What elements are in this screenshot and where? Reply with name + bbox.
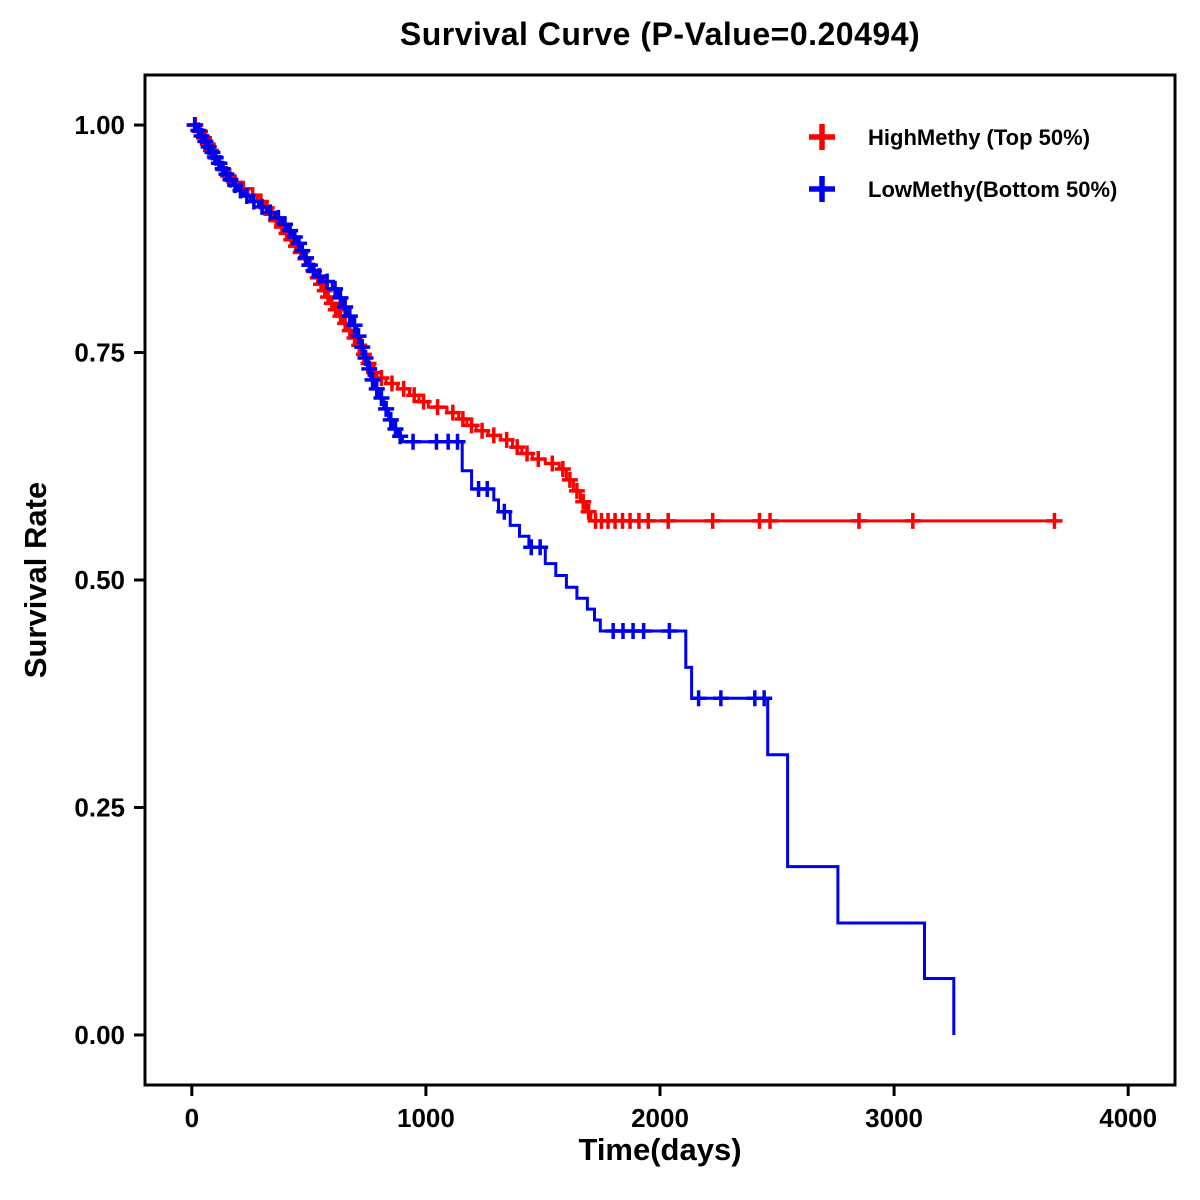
censor-mark-high-methy: [519, 445, 536, 462]
censor-mark-high-methy: [463, 417, 480, 434]
plot-border: [143, 73, 1177, 1087]
censor-mark-high-methy: [373, 370, 390, 386]
censor-mark-high-methy: [444, 404, 461, 421]
legend-label-low-methy: LowMethy(Bottom 50%): [868, 177, 1117, 202]
censor-mark-low-methy: [245, 193, 262, 210]
censor-mark-high-methy: [474, 422, 491, 439]
censor-mark-high-methy: [429, 399, 446, 416]
censor-mark-low-methy: [373, 390, 390, 407]
censor-mark-low-methy: [361, 360, 378, 377]
legend-symbol-low-methy: [809, 176, 835, 202]
censor-mark-low-methy: [291, 235, 308, 252]
censor-mark-high-methy: [509, 439, 526, 456]
censor-mark-high-methy: [454, 410, 471, 427]
censor-mark-high-methy: [415, 393, 432, 410]
censor-mark-low-methy: [327, 280, 344, 297]
chart-title: Survival Curve (P-Value=0.20494): [399, 16, 921, 52]
censor-mark-low-methy: [382, 411, 399, 428]
censor-mark-low-methy: [449, 433, 466, 450]
x-tick-label: 2000: [631, 1103, 689, 1133]
censor-mark-high-methy: [544, 455, 561, 472]
x-tick-label: 3000: [865, 1103, 923, 1133]
censor-mark-high-methy: [530, 450, 547, 467]
censor-mark-high-methy: [660, 512, 677, 529]
x-tick-label: 1000: [397, 1103, 455, 1133]
censor-mark-low-methy: [690, 690, 707, 707]
censor-mark-low-methy: [392, 428, 409, 445]
y-tick-label: 1.00: [74, 110, 125, 140]
censor-mark-low-methy: [378, 400, 395, 417]
censor-mark-low-methy: [357, 349, 374, 366]
censor-mark-low-methy: [496, 503, 513, 520]
y-tick-label: 0.00: [74, 1020, 125, 1050]
y-tick-label: 0.50: [74, 565, 125, 595]
censor-mark-low-methy: [298, 249, 315, 266]
censor-mark-high-methy: [554, 460, 571, 477]
censor-mark-low-methy: [479, 481, 496, 498]
y-tick-label: 0.25: [74, 792, 125, 822]
censor-mark-high-methy: [568, 482, 585, 499]
censor-mark-low-methy: [332, 289, 349, 306]
censor-mark-high-methy: [850, 512, 867, 529]
censor-mark-low-methy: [661, 622, 678, 639]
censor-mark-low-methy: [635, 622, 652, 639]
censor-mark-low-methy: [319, 273, 336, 290]
censor-mark-low-methy: [337, 299, 354, 316]
censor-mark-low-methy: [262, 204, 279, 221]
censor-mark-high-methy: [498, 431, 515, 448]
censor-mark-high-methy: [406, 387, 423, 404]
censor-mark-low-methy: [756, 690, 773, 707]
censor-mark-low-methy: [368, 380, 385, 397]
x-axis-label: Time(days): [578, 1132, 742, 1167]
censor-mark-high-methy: [561, 471, 578, 488]
censor-mark-low-methy: [346, 317, 363, 334]
censor-mark-low-methy: [532, 539, 549, 556]
legend-label-high-methy: HighMethy (Top 50%): [868, 125, 1090, 150]
censor-mark-high-methy: [395, 380, 412, 397]
censor-mark-low-methy: [254, 198, 271, 215]
censor-mark-low-methy: [350, 328, 367, 345]
censor-mark-high-methy: [762, 512, 779, 529]
censor-mark-high-methy: [383, 375, 400, 392]
censor-mark-low-methy: [712, 690, 729, 707]
x-tick-label: 4000: [1099, 1103, 1157, 1133]
y-tick-label: 0.75: [74, 338, 125, 368]
censor-mark-high-methy: [640, 512, 657, 529]
legend-symbol-high-methy: [809, 124, 835, 150]
censor-mark-high-methy: [485, 427, 502, 444]
x-tick-label: 0: [185, 1103, 199, 1133]
censor-mark-high-methy: [904, 512, 921, 529]
censor-mark-high-methy: [1046, 512, 1063, 529]
censor-mark-low-methy: [405, 433, 422, 450]
censor-mark-low-methy: [364, 371, 381, 388]
censor-mark-high-methy: [704, 512, 721, 529]
censor-mark-high-methy: [580, 503, 597, 520]
censor-mark-high-methy: [575, 493, 592, 510]
censor-mark-low-methy: [341, 308, 358, 325]
censor-mark-low-methy: [354, 339, 371, 356]
